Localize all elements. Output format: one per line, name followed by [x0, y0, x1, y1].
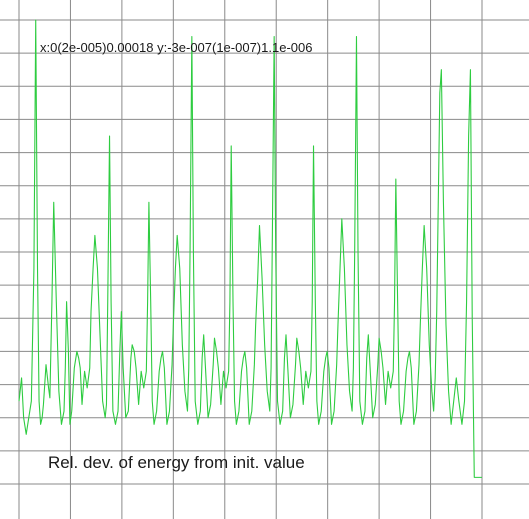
axis-range-label: x:0(2e-005)0.00018 y:-3e-007(1e-007)1.1e… — [40, 40, 312, 55]
chart-caption: Rel. dev. of energy from init. value — [48, 453, 305, 472]
series-line-energy-deviation — [18, 19, 482, 478]
